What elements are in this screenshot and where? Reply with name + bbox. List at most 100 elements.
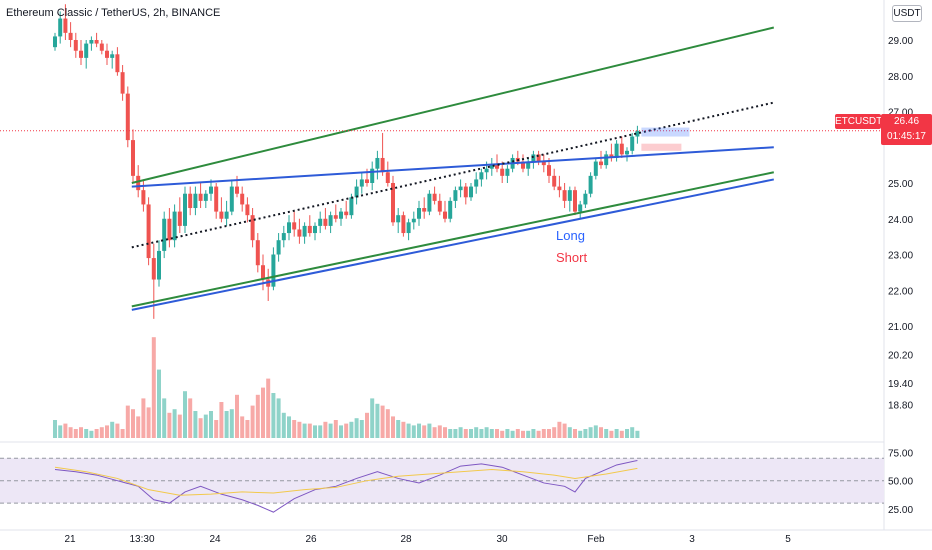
volume-bar [73, 429, 78, 438]
candle-body [219, 211, 224, 219]
currency-badge[interactable]: USDT [892, 5, 922, 22]
candle-body [484, 168, 489, 173]
candle-body [63, 18, 68, 33]
volume-bar [151, 337, 156, 438]
candle-body [365, 179, 369, 183]
candle-body [313, 225, 317, 234]
volume-bar [58, 425, 63, 438]
candle-body [411, 218, 416, 223]
candle-body [370, 168, 375, 183]
candle-body [271, 254, 276, 287]
candle-body [344, 211, 349, 216]
volume-bar [281, 412, 286, 438]
volume-bar [391, 416, 395, 438]
volume-bar [385, 409, 390, 438]
candle-body [105, 50, 109, 58]
volume-bar [292, 420, 297, 438]
volume-bar [141, 398, 146, 438]
volume-bar [188, 398, 193, 438]
volume-bar [635, 430, 640, 438]
volume-bar [541, 429, 546, 438]
volume-bar [94, 429, 99, 438]
axes: 29.00 28.00 27.00 25.00 24.00 23.00 22.00 21.00… [64, 36, 913, 545]
short-position-box [641, 143, 682, 151]
volume-bar [630, 427, 635, 438]
volume-bar [536, 430, 541, 438]
candle-body [89, 40, 94, 44]
volume-bar [120, 429, 125, 438]
candle-body [115, 54, 120, 73]
candle-body [53, 36, 57, 48]
volume-bar [469, 429, 473, 438]
volume-bar [177, 414, 182, 438]
volume-bar [183, 391, 187, 438]
candle-body [136, 175, 141, 191]
candle-body [557, 186, 562, 191]
volume-bar [328, 423, 333, 438]
candle-body [396, 215, 401, 223]
candle-body [526, 161, 531, 169]
volume-bar [593, 425, 598, 438]
volume-bar [307, 423, 312, 438]
volume-bar [463, 429, 468, 438]
candle-body [255, 240, 260, 266]
candle-body [198, 193, 203, 201]
candle-body [562, 190, 567, 201]
volume-bar [552, 427, 557, 438]
channel-lower-green [131, 171, 775, 308]
midline-dotted [131, 101, 775, 249]
volume-bar [500, 430, 505, 438]
volume-bar [349, 421, 354, 438]
candle-body [453, 190, 458, 201]
volume-bar [250, 405, 255, 438]
candle-body [443, 211, 447, 219]
candle-body [167, 218, 172, 241]
candle-body [240, 193, 245, 205]
candle-body [261, 265, 265, 280]
candle-body [323, 218, 328, 226]
rsi-ma-line [54, 466, 638, 496]
price-tick-label: 23.00 [888, 251, 913, 262]
volume-bar [359, 420, 364, 438]
volume-bar [557, 421, 562, 438]
candle-body [391, 183, 395, 223]
candle-body [94, 40, 99, 44]
volume-bar [406, 423, 411, 438]
candle-body [552, 175, 557, 187]
candle-body [567, 190, 572, 201]
volume-bar [567, 427, 572, 438]
volume-bar [604, 429, 609, 438]
candle-body [68, 32, 73, 40]
candle-body [547, 165, 551, 176]
volume-bar [89, 430, 94, 438]
volume-bar [339, 425, 343, 438]
candle-body [474, 179, 479, 187]
candle-body [599, 161, 603, 166]
candle-body [203, 193, 208, 201]
volume-bar [162, 398, 167, 438]
rsi-band [0, 457, 884, 504]
candle-body [157, 250, 161, 280]
price-tick-label: 19.40 [888, 379, 913, 390]
candle-body [630, 136, 635, 151]
volume-bar [167, 412, 172, 438]
volume-bar [495, 429, 499, 438]
volume-bar [344, 423, 349, 438]
volume-bar [198, 418, 203, 438]
volume-bar [411, 425, 416, 438]
candle-body [417, 208, 421, 219]
candle-body [235, 186, 239, 194]
price-tick-label: 21.00 [888, 322, 913, 333]
volume-bar [53, 420, 57, 438]
volume-bar [125, 405, 130, 438]
candle-body [224, 211, 229, 219]
volume-bar [271, 393, 276, 438]
time-tick-label: 24 [209, 534, 221, 545]
price-tick-label: 28.00 [888, 72, 913, 83]
volume-bar [313, 425, 317, 438]
candle-body [437, 200, 442, 212]
candle-body [307, 225, 312, 234]
time-tick-label: 3 [689, 534, 695, 545]
candle-body [521, 161, 525, 169]
